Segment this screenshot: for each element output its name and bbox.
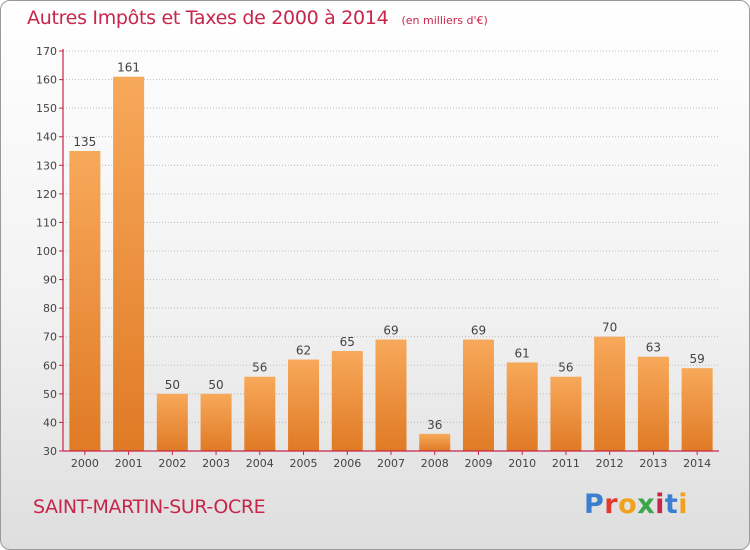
- y-tick-label: 30: [43, 445, 57, 458]
- value-label: 62: [296, 344, 311, 358]
- bar: [113, 76, 145, 451]
- x-tick-label: 2011: [552, 457, 580, 470]
- value-label: 50: [208, 378, 223, 392]
- logo-letter: i: [678, 489, 689, 520]
- value-label: 56: [252, 361, 267, 375]
- bar: [375, 339, 407, 451]
- value-label: 69: [383, 324, 398, 338]
- bar: [419, 433, 451, 451]
- bar: [550, 376, 582, 451]
- value-label: 135: [73, 135, 96, 149]
- x-tick-label: 2004: [246, 457, 274, 470]
- logo-letter: t: [664, 489, 679, 520]
- logo-letter: o: [618, 489, 638, 520]
- x-tick-label: 2009: [464, 457, 492, 470]
- proxiti-logo: Proxiti: [584, 489, 688, 520]
- y-tick-label: 140: [36, 131, 57, 144]
- chart-title: Autres Impôts et Taxes de 2000 à 2014: [27, 7, 389, 29]
- bar: [681, 368, 713, 451]
- value-label: 50: [165, 378, 180, 392]
- bar: [200, 393, 232, 451]
- bar: [506, 362, 538, 451]
- x-tick-label: 2010: [508, 457, 536, 470]
- value-label: 63: [646, 341, 661, 355]
- y-tick-label: 90: [43, 274, 57, 287]
- bar: [156, 393, 188, 451]
- value-label: 61: [515, 346, 530, 360]
- value-label: 65: [340, 335, 355, 349]
- value-label: 56: [558, 361, 573, 375]
- value-label: 36: [427, 418, 442, 432]
- y-tick-label: 70: [43, 331, 57, 344]
- bar: [462, 339, 494, 451]
- y-tick-label: 130: [36, 159, 57, 172]
- y-tick-label: 160: [36, 74, 57, 87]
- x-tick-label: 2000: [71, 457, 99, 470]
- bar: [331, 351, 363, 451]
- value-label: 70: [602, 321, 617, 335]
- y-tick-label: 60: [43, 359, 57, 372]
- x-tick-label: 2013: [639, 457, 667, 470]
- bar: [244, 376, 276, 451]
- y-tick-label: 150: [36, 102, 57, 115]
- y-tick-label: 40: [43, 416, 57, 429]
- title-row: Autres Impôts et Taxes de 2000 à 2014 (e…: [27, 7, 488, 29]
- x-tick-label: 2001: [115, 457, 143, 470]
- commune-name: SAINT-MARTIN-SUR-OCRE: [33, 496, 266, 518]
- chart-unit: (en milliers d'€): [401, 14, 488, 27]
- x-tick-label: 2007: [377, 457, 405, 470]
- y-tick-label: 50: [43, 388, 57, 401]
- logo-letter: r: [604, 489, 619, 520]
- bar: [69, 151, 101, 451]
- value-label: 59: [689, 352, 704, 366]
- x-tick-label: 2005: [290, 457, 318, 470]
- x-tick-label: 2008: [421, 457, 449, 470]
- y-tick-label: 110: [36, 216, 57, 229]
- bar: [288, 359, 320, 451]
- x-tick-label: 2002: [158, 457, 186, 470]
- value-label: 69: [471, 324, 486, 338]
- logo-letter: x: [637, 489, 656, 520]
- bar: [594, 336, 626, 451]
- x-tick-label: 2006: [333, 457, 361, 470]
- y-tick-label: 80: [43, 302, 57, 315]
- y-tick-label: 170: [36, 45, 57, 58]
- logo-letter: i: [655, 489, 665, 520]
- x-tick-label: 2014: [683, 457, 711, 470]
- x-tick-label: 2003: [202, 457, 230, 470]
- bar: [637, 356, 669, 451]
- logo-letter: P: [584, 489, 605, 520]
- y-tick-label: 120: [36, 188, 57, 201]
- x-tick-label: 2012: [596, 457, 624, 470]
- y-tick-label: 100: [36, 245, 57, 258]
- value-label: 161: [117, 61, 140, 75]
